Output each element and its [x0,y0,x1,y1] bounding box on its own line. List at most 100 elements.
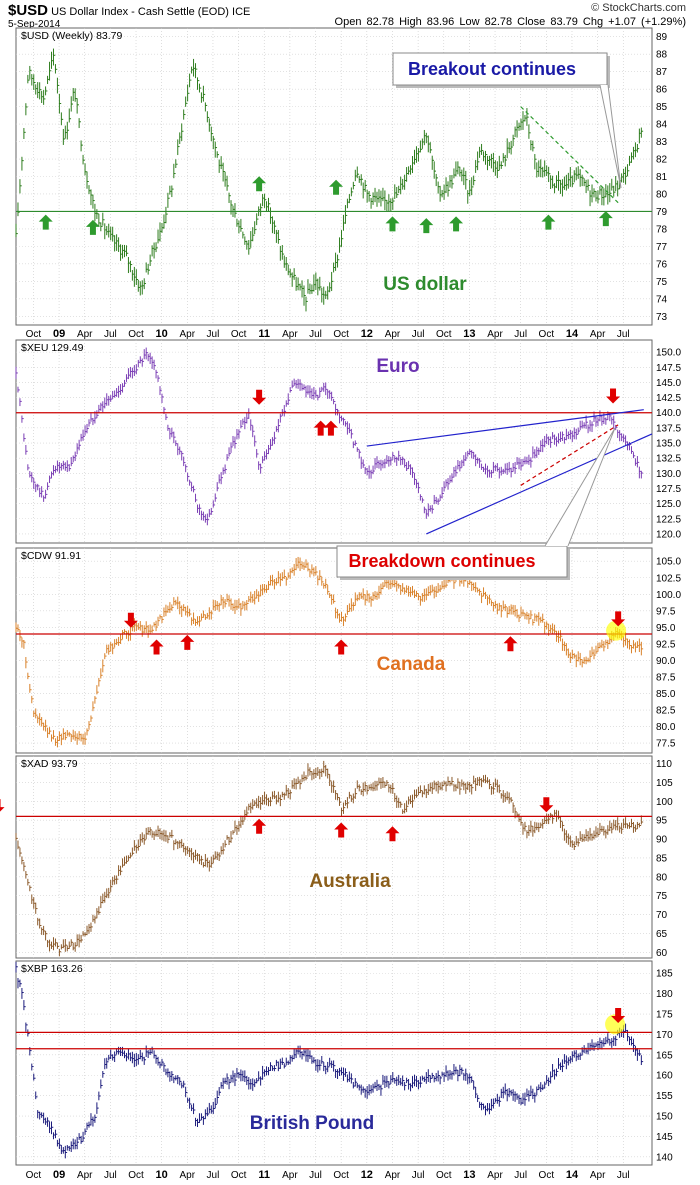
bottom-axis-x-label: Oct [231,1170,247,1181]
bottom-axis-x-label: Oct [333,1170,349,1181]
arrow-down-icon [539,797,554,813]
y-tick-label: 155 [656,1091,673,1102]
y-tick-label: 102.5 [656,573,681,584]
price-bars [15,48,644,312]
arrow-up-icon [385,826,400,842]
symbol: $USD [8,2,49,19]
y-tick-label: 90.0 [656,656,676,667]
top-axis-x-label: Oct [333,329,349,340]
bottom-axis-x-label: Apr [385,1170,401,1181]
panel-3: 77.5 80.0 82.5 85.0 87.5 90.0 92.5 95.0 97.5 100.… [15,427,681,754]
index-name: US Dollar Index - Cash Settle (EOD) [51,6,229,18]
bottom-axis-x-label: Jul [104,1170,117,1181]
panel-frame [15,547,653,754]
y-tick-label: 90 [656,835,668,846]
bottom-axis-x-label: Jul [514,1170,527,1181]
y-tick-label: 86 [656,85,668,96]
y-tick-label: 60 [656,948,668,959]
trendline [520,424,619,486]
arrow-up-icon [85,219,100,235]
y-tick-label: 80.0 [656,722,676,733]
price-bars [15,347,644,526]
panel-4: 60 65 70 75 80 85 90 95 100 105 110 $XAD 93.79 Austr… [0,755,673,959]
top-axis-x-label: Oct [26,329,42,340]
bottom-axis-x-label: Jul [309,1170,322,1181]
bottom-axis-x-label: Apr [487,1170,503,1181]
y-tick-label: 85 [656,853,668,864]
bottom-axis-x-label: Jul [412,1170,425,1181]
y-tick-label: 105 [656,778,673,789]
header-date: 5-Sep-2014 [8,19,61,30]
y-tick-label: 135.0 [656,439,681,450]
top-axis-x-label: Oct [436,329,452,340]
y-tick-label: 132.5 [656,454,681,465]
arrow-up-icon [419,218,434,234]
highlight-circle [606,620,627,641]
header-title: $USD US Dollar Index - Cash Settle (EOD)… [8,2,250,19]
header-ohlc: Open 82.78 High 83.96 Low 82.78 Close 83… [334,16,686,28]
y-tick-label: 140.0 [656,408,681,419]
y-tick-label: 165 [656,1050,673,1061]
panel-label: $XAD 93.79 [21,758,78,770]
y-tick-label: 82 [656,155,668,166]
y-tick-label: 142.5 [656,393,681,404]
arrow-down-icon [123,612,138,628]
callout-box [336,545,568,578]
arrow-up-icon [334,639,349,655]
y-tick-label: 73 [656,312,668,323]
y-tick-label: 80 [656,189,668,200]
bottom-axis-x-label: 12 [361,1169,373,1181]
y-tick-label: 77 [656,242,668,253]
y-tick-label: 85 [656,102,668,113]
y-tick-label: 85.0 [656,689,676,700]
arrow-up-icon [598,211,613,227]
y-tick-label: 185 [656,969,673,980]
y-tick-label: 84 [656,120,668,131]
top-axis-x-label: Apr [77,329,93,340]
arrow-down-icon [252,389,267,405]
panel-annotation: Australia [309,871,391,892]
y-tick-label: 145.0 [656,378,681,389]
panel-label: $USD (Weekly) 83.79 [21,30,123,42]
arrow-up-icon [334,822,349,838]
y-tick-label: 75 [656,277,668,288]
y-tick-label: 100 [656,797,673,808]
y-tick-label: 88 [656,50,668,61]
price-bars [15,961,644,1159]
exchange: ICE [232,6,251,18]
y-tick-label: 92.5 [656,639,676,650]
y-tick-label: 70 [656,910,668,921]
y-tick-label: 160 [656,1071,673,1082]
y-tick-label: 137.5 [656,423,681,434]
callout-pointer [599,84,622,189]
price-bars [15,760,644,957]
bottom-axis-x-label: Apr [180,1170,196,1181]
bottom-axis-x-label: 10 [156,1169,168,1181]
y-tick-label: 170 [656,1030,673,1041]
y-tick-label: 140 [656,1152,673,1163]
panel-label: $CDW 91.91 [21,550,81,562]
top-axis-x-label: 13 [463,328,475,340]
bottom-axis-x-label: 14 [566,1169,579,1181]
y-tick-label: 95.0 [656,623,676,634]
arrow-up-icon [541,214,556,230]
arrow-up-icon [385,216,400,232]
top-axis-x-label: Jul [309,329,322,340]
arrow-up-icon [313,420,328,436]
y-tick-label: 150 [656,1112,673,1123]
top-axis-x-label: Jul [104,329,117,340]
arrow-up-icon [449,216,464,232]
arrow-up-icon [38,214,53,230]
y-tick-label: 75 [656,891,668,902]
arrow-down-icon [606,388,621,404]
top-axis-x-label: 12 [361,328,373,340]
bottom-axis-x-label: Jul [617,1170,630,1181]
panel-2: 120.0 122.5 125.0 127.5 130.0 132.5 135.0 137.5… [15,339,681,544]
panel-annotation: Euro [376,356,419,377]
top-axis-x-label: Jul [207,329,220,340]
top-axis-x-label: Apr [180,329,196,340]
y-tick-label: 110 [656,759,672,770]
callout-box [392,52,608,86]
y-tick-label: 100.0 [656,590,681,601]
